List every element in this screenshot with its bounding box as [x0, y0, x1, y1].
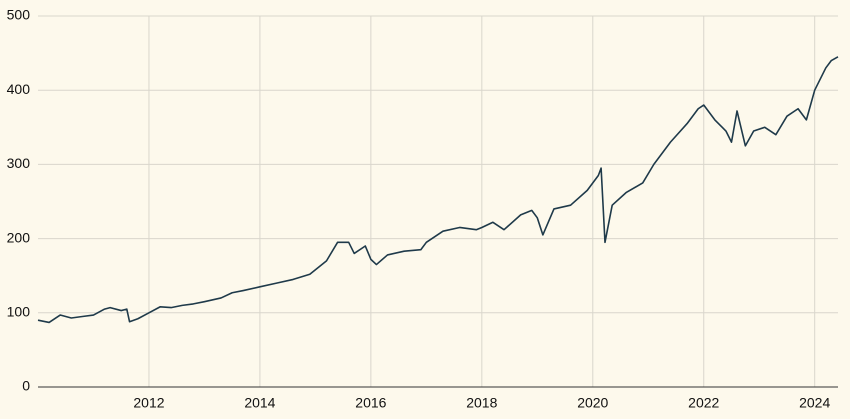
- x-tick-label: 2020: [577, 395, 608, 411]
- x-tick-label: 2012: [133, 395, 164, 411]
- x-tick-label: 2016: [355, 395, 386, 411]
- y-tick-label: 500: [7, 7, 31, 23]
- x-tick-label: 2018: [466, 395, 497, 411]
- y-tick-label: 100: [7, 304, 31, 320]
- x-tick-label: 2014: [244, 395, 275, 411]
- y-tick-label: 0: [22, 378, 30, 394]
- price-line: [37, 56, 839, 324]
- y-tick-label: 200: [7, 229, 31, 245]
- y-tick-label: 400: [7, 81, 31, 97]
- x-tick-label: 2024: [799, 395, 830, 411]
- y-tick-label: 300: [7, 155, 31, 171]
- x-tick-label: 2022: [688, 395, 719, 411]
